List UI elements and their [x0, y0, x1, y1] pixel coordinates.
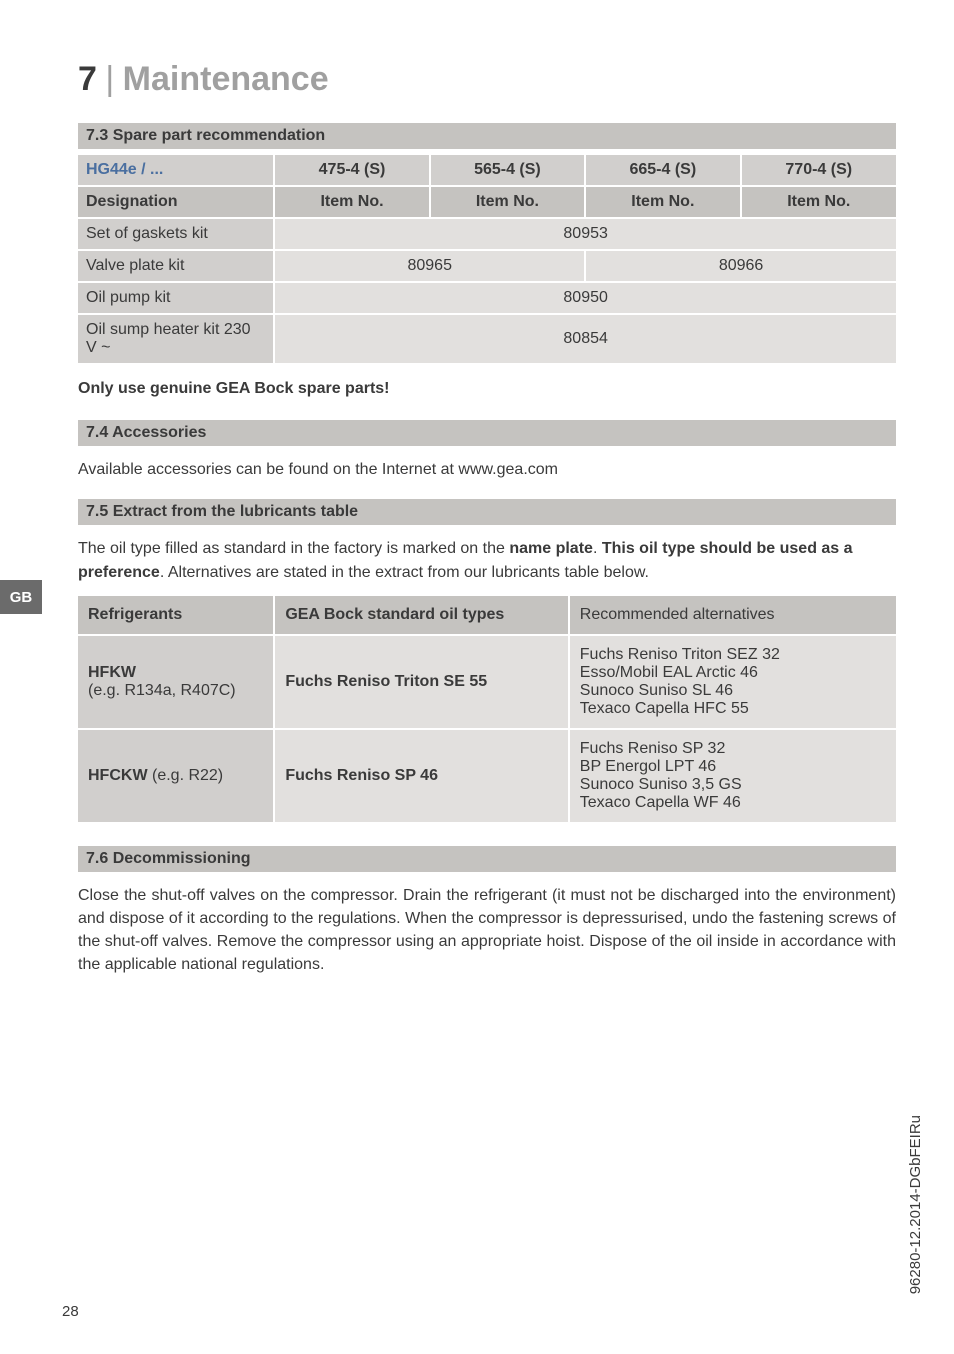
row-gaskets-label: Set of gaskets kit: [78, 218, 274, 250]
lube-intro-b1: name plate: [509, 540, 593, 557]
decommission-text: Close the shut-off valves on the compres…: [78, 884, 896, 977]
row-valve-right: 80966: [585, 250, 896, 282]
row-oilpump-value: 80950: [274, 282, 896, 314]
section-7-6-header: 7.6 Decommissioning: [78, 846, 896, 872]
spare-col-0: 475-4 (S): [274, 155, 429, 186]
lube-h1: GEA Bock standard oil types: [274, 596, 568, 635]
row-gaskets-value: 80953: [274, 218, 896, 250]
lube-h2: Recommended alternatives: [569, 596, 896, 635]
document-id: 96280-12.2014-DGbFEIRu: [907, 1115, 924, 1294]
lube-row1-alt1: BP Energol LPT 46: [580, 758, 886, 776]
spare-parts-table: HG44e / ... 475-4 (S) 565-4 (S) 665-4 (S…: [78, 155, 896, 365]
page-content: 7 | Maintenance 7.3 Spare part recommend…: [0, 0, 954, 1029]
lube-row1-ref-b: HFCKW: [88, 767, 148, 784]
title-separator: |: [105, 60, 114, 98]
item-no-0: Item No.: [274, 186, 429, 218]
lubricants-intro: The oil type filled as standard in the f…: [78, 537, 896, 583]
row-oilpump-label: Oil pump kit: [78, 282, 274, 314]
lube-intro-mid2: . Alternatives are stated in the extract…: [160, 564, 649, 581]
section-7-4-header: 7.4 Accessories: [78, 420, 896, 446]
lube-row0-alt1: Esso/Mobil EAL Arctic 46: [580, 664, 886, 682]
accessories-text: Available accessories can be found on th…: [78, 458, 896, 481]
language-tab-gb: GB: [0, 580, 42, 614]
lube-row0-ref-b: HFKW: [88, 664, 136, 681]
lube-row1-alt3: Texaco Capella WF 46: [580, 794, 886, 812]
lube-row0-std: Fuchs Reniso Triton SE 55: [274, 635, 568, 729]
spare-col-3: 770-4 (S): [741, 155, 896, 186]
section-7-5-header: 7.5 Extract from the lubricants table: [78, 499, 896, 525]
spare-col-1: 565-4 (S): [430, 155, 585, 186]
lube-row0-ref-n: (e.g. R134a, R407C): [88, 682, 236, 699]
lube-row0-alt3: Texaco Capella HFC 55: [580, 700, 886, 718]
lube-intro-pre: The oil type filled as standard in the f…: [78, 540, 509, 557]
lube-intro-mid1: .: [593, 540, 602, 557]
lube-row1-refrigerant: HFCKW (e.g. R22): [78, 729, 274, 823]
page-title: 7 | Maintenance: [78, 60, 896, 99]
item-no-3: Item No.: [741, 186, 896, 218]
lube-row1-alt0: Fuchs Reniso SP 32: [580, 740, 886, 758]
lube-h0: Refrigerants: [78, 596, 274, 635]
spare-col-label: HG44e / ...: [78, 155, 274, 186]
lube-row1-ref-n: (e.g. R22): [148, 767, 224, 784]
lube-row0-alts: Fuchs Reniso Triton SEZ 32 Esso/Mobil EA…: [569, 635, 896, 729]
lube-row1-std: Fuchs Reniso SP 46: [274, 729, 568, 823]
page-number: 28: [62, 1303, 79, 1320]
lube-row0-alt2: Sunoco Suniso SL 46: [580, 682, 886, 700]
item-no-1: Item No.: [430, 186, 585, 218]
row-valve-label: Valve plate kit: [78, 250, 274, 282]
lube-row1-alts: Fuchs Reniso SP 32 BP Energol LPT 46 Sun…: [569, 729, 896, 823]
lube-row1-alt2: Sunoco Suniso 3,5 GS: [580, 776, 886, 794]
section-7-3-header: 7.3 Spare part recommendation: [78, 123, 896, 149]
lube-row0-alt0: Fuchs Reniso Triton SEZ 32: [580, 646, 886, 664]
lube-row0-refrigerant: HFKW (e.g. R134a, R407C): [78, 635, 274, 729]
item-no-2: Item No.: [585, 186, 740, 218]
row-valve-left: 80965: [274, 250, 585, 282]
genuine-parts-note: Only use genuine GEA Bock spare parts!: [78, 377, 896, 400]
row-oilsump-value: 80854: [274, 314, 896, 364]
title-text: Maintenance: [123, 60, 329, 98]
row-oilsump-label: Oil sump heater kit 230 V ~: [78, 314, 274, 364]
spare-col-2: 665-4 (S): [585, 155, 740, 186]
title-number: 7: [78, 60, 97, 98]
lubricants-table: Refrigerants GEA Bock standard oil types…: [78, 596, 896, 824]
designation-label: Designation: [78, 186, 274, 218]
